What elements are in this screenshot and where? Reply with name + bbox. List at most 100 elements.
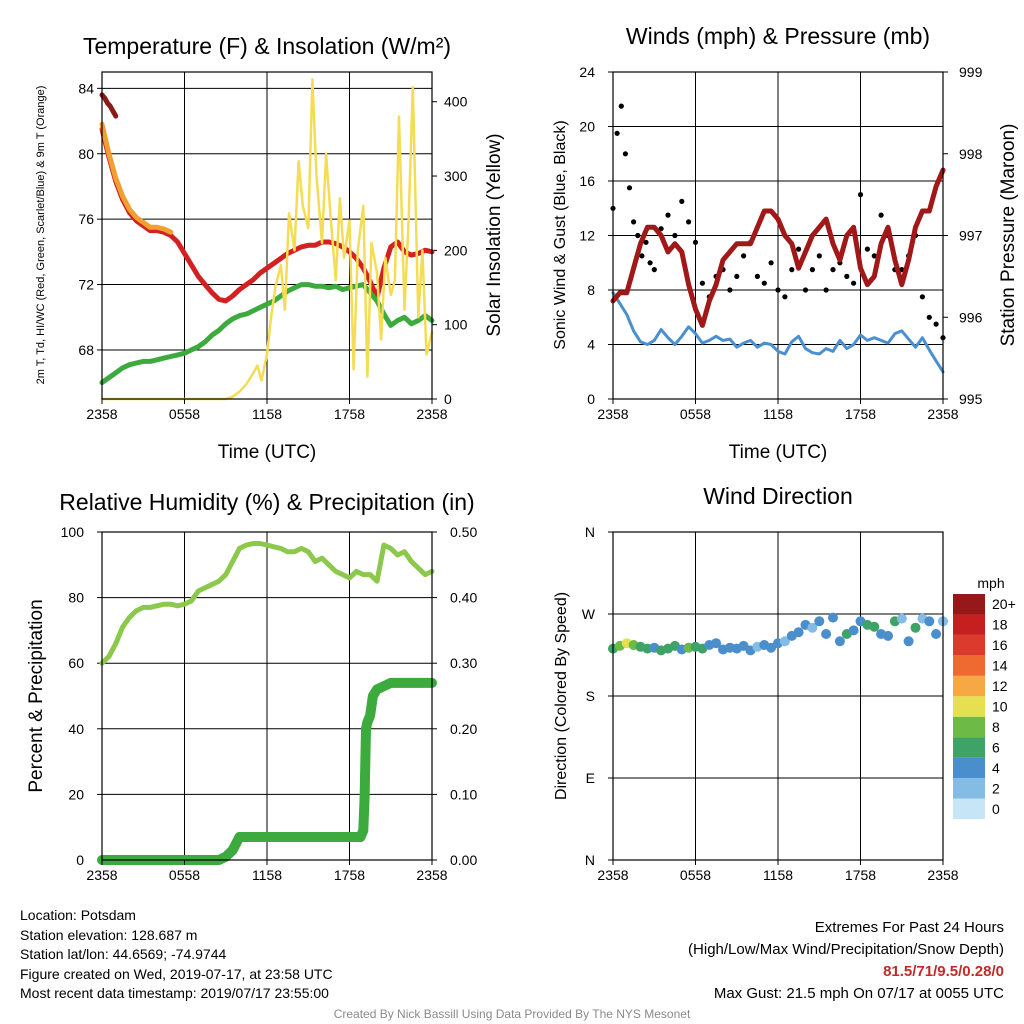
colorbar: 0 2 4 6 8 10 12 14 16 18 20+ mph [953, 575, 1016, 819]
y-tick-label: 20 [579, 119, 595, 135]
x-tick-label: 0558 [680, 867, 711, 883]
gust-point [844, 273, 850, 279]
gust-point [727, 287, 733, 293]
series-dewpoint [99, 282, 435, 386]
direction-point [807, 622, 818, 633]
colorbar-label: 0 [992, 801, 1000, 817]
y-axis-label-right: Solar Insolation (Yellow) [484, 133, 505, 336]
chart-title: Relative Humidity (%) & Precipitation (i… [59, 489, 474, 515]
direction-point [896, 613, 907, 624]
colorbar-label: 2 [992, 780, 1000, 796]
y-tick-label-right: 996 [959, 309, 983, 325]
y-tick-label-right: 997 [959, 228, 983, 244]
y-tick-label-right: 995 [959, 391, 983, 407]
series-pressure [610, 167, 946, 328]
colorbar-swatch [953, 634, 985, 656]
x-axis-label: Time (UTC) [218, 442, 317, 463]
created-text: Figure created on Wed, 2019-07-17, at 23… [20, 965, 333, 982]
y-tick-label: 84 [78, 80, 94, 96]
direction-point [883, 630, 893, 641]
gust-point [692, 239, 699, 245]
colorbar-label: 10 [992, 699, 1008, 715]
gust-point [699, 280, 706, 286]
y-tick-label-right: 100 [444, 317, 468, 333]
gust-point [658, 226, 664, 232]
y-tick-label: 12 [579, 228, 595, 244]
gust-point [796, 246, 802, 252]
gust-point [672, 232, 678, 239]
series-rh [99, 541, 435, 666]
y-tick-label-right: 998 [959, 146, 983, 162]
x-tick-label: 2358 [597, 867, 628, 883]
winds-chart: 0 4 8 12 16 20 24 995 996 997 998 999 2358 0558 1158 17… [552, 23, 1019, 463]
y-tick-label-right: 999 [959, 64, 983, 80]
colorbar-label: 18 [992, 617, 1008, 633]
gust-point [768, 260, 774, 266]
credit-text: Created By Nick Bassill Using Data Provi… [333, 1007, 691, 1021]
y-tick-label: 0 [76, 852, 84, 868]
y-axis-label-left: 2m T, Td, HI/WC (Red, Green, Scarlet/Blu… [35, 86, 47, 385]
gust-point [643, 239, 649, 245]
y-tick-label: N [585, 524, 595, 540]
gust-point [871, 253, 877, 259]
temperature-chart: 68 72 76 80 84 0 100 200 300 400 2358 0558 1158 1758 2… [35, 33, 505, 463]
y-tick-label: S [586, 688, 595, 704]
colorbar-swatch [953, 778, 985, 799]
colorbar-label: 8 [992, 719, 1000, 735]
gust-point [754, 273, 761, 279]
gust-point [761, 280, 767, 286]
y-tick-label-right: 0.50 [450, 524, 477, 540]
x-tick-label: 1158 [763, 406, 793, 422]
gust-point [651, 267, 657, 273]
gust-point [830, 267, 836, 273]
x-tick-label: 1758 [845, 406, 876, 422]
gust-point [626, 185, 633, 191]
y-tick-label: 24 [579, 64, 595, 80]
y-tick-label: 8 [587, 282, 595, 298]
gust-point [789, 267, 795, 273]
extremes-values: 81.5/71/9.5/0.28/0 [883, 963, 1004, 980]
y-tick-label-right: 0.00 [450, 852, 477, 868]
gust-point [823, 287, 829, 293]
direction-point [779, 636, 790, 647]
series-solar [100, 78, 434, 401]
gust-point [919, 294, 926, 300]
gust-point [734, 273, 740, 279]
gust-point [802, 287, 809, 293]
location-text: Location: Potsdam [20, 907, 136, 923]
x-tick-label: 0558 [169, 867, 200, 883]
y-tick-label-right: 0.20 [450, 721, 477, 737]
x-tick-label: 2358 [927, 406, 958, 422]
series-temp9m [99, 121, 174, 235]
y-tick-label: N [585, 852, 595, 868]
x-tick-label: 2358 [86, 867, 117, 883]
y-axis-label: Direction (Colored By Speed) [553, 592, 570, 800]
y-tick-label: W [582, 606, 596, 622]
x-tick-label: 0558 [169, 406, 200, 422]
latlon-text: Station lat/lon: 44.6569; -74.9744 [20, 946, 227, 962]
x-tick-label: 1158 [763, 867, 793, 883]
colorbar-label: 16 [992, 637, 1008, 653]
y-axis-label-right: Station Pressure (Maroon) [998, 124, 1019, 347]
direction-point [848, 625, 859, 636]
direction-point [910, 622, 921, 633]
gust-point [686, 219, 692, 225]
x-tick-label: 1158 [252, 867, 282, 883]
extremes-title: Extremes For Past 24 Hours [814, 919, 1004, 936]
elevation-text: Station elevation: 128.687 m [20, 926, 198, 943]
colorbar-label: 12 [992, 678, 1008, 694]
y-tick-label-right: 0.10 [450, 786, 477, 802]
series-heat_index [99, 92, 119, 119]
direction-point [821, 629, 832, 639]
y-tick-label-right: 300 [444, 168, 468, 184]
gust-point [618, 103, 624, 109]
colorbar-swatch [953, 716, 985, 738]
chart-title: Winds (mph) & Pressure (mb) [626, 23, 930, 49]
series-precip [97, 677, 437, 865]
max-gust-text: Max Gust: 21.5 mph On 07/17 at 0055 UTC [713, 985, 1004, 1002]
x-tick-label: 2358 [86, 406, 117, 422]
y-tick-label-right: 0.30 [450, 655, 477, 671]
humidity-chart: 0 20 40 60 80 100 0.00 0.10 0.20 0.30 0.40 0.50 2358… [26, 489, 477, 883]
gust-point [614, 130, 620, 136]
